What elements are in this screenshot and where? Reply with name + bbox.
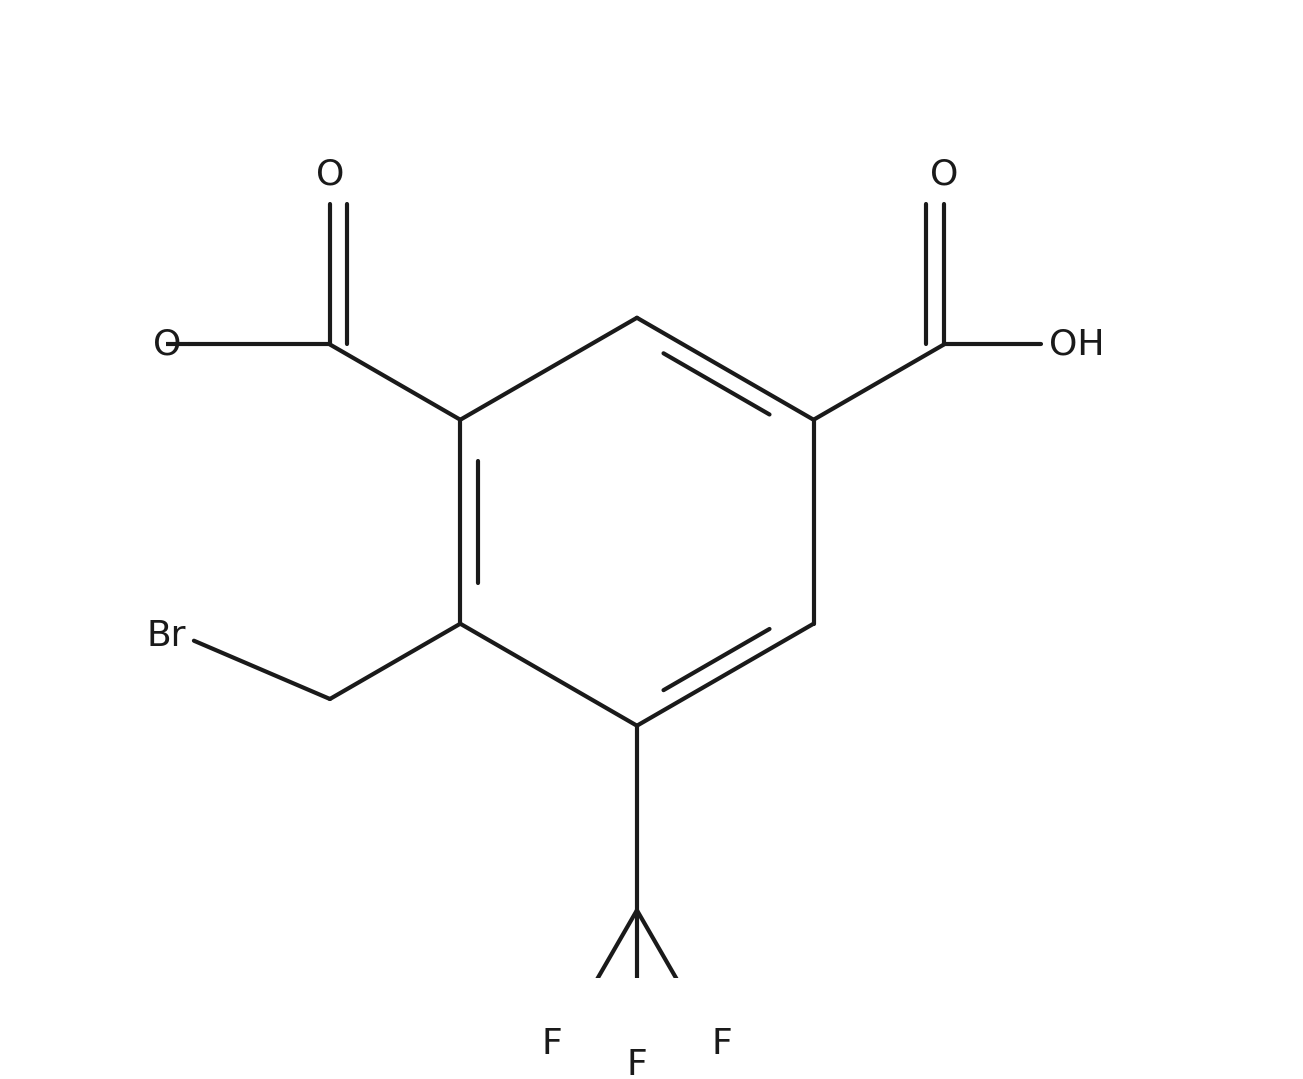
Text: O: O [152, 327, 181, 361]
Text: F: F [711, 1027, 732, 1062]
Text: F: F [627, 1048, 648, 1079]
Text: O: O [315, 158, 344, 192]
Text: O: O [930, 158, 958, 192]
Text: Br: Br [147, 619, 186, 653]
Text: OH: OH [1049, 327, 1105, 361]
Text: F: F [541, 1027, 562, 1062]
